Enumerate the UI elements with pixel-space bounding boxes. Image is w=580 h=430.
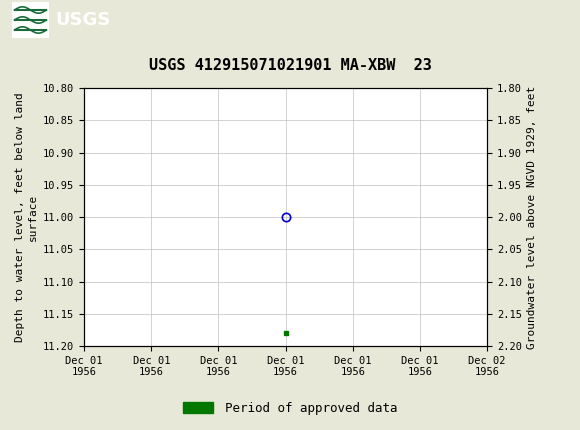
FancyBboxPatch shape [12, 2, 49, 38]
Text: USGS 412915071021901 MA-XBW  23: USGS 412915071021901 MA-XBW 23 [148, 58, 432, 73]
Text: USGS: USGS [55, 11, 110, 29]
Y-axis label: Groundwater level above NGVD 1929, feet: Groundwater level above NGVD 1929, feet [527, 86, 538, 349]
Legend: Period of approved data: Period of approved data [177, 396, 403, 421]
Y-axis label: Depth to water level, feet below land
surface: Depth to water level, feet below land su… [15, 92, 38, 342]
